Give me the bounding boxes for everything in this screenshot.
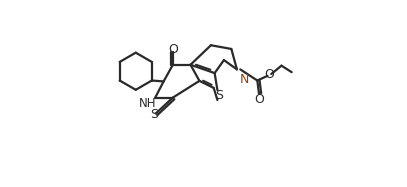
Text: S: S [150, 108, 158, 121]
Text: N: N [240, 73, 249, 86]
Text: O: O [168, 43, 178, 56]
Text: O: O [254, 93, 264, 106]
Text: NH: NH [139, 97, 157, 110]
Text: O: O [265, 68, 274, 82]
Text: S: S [215, 89, 223, 102]
